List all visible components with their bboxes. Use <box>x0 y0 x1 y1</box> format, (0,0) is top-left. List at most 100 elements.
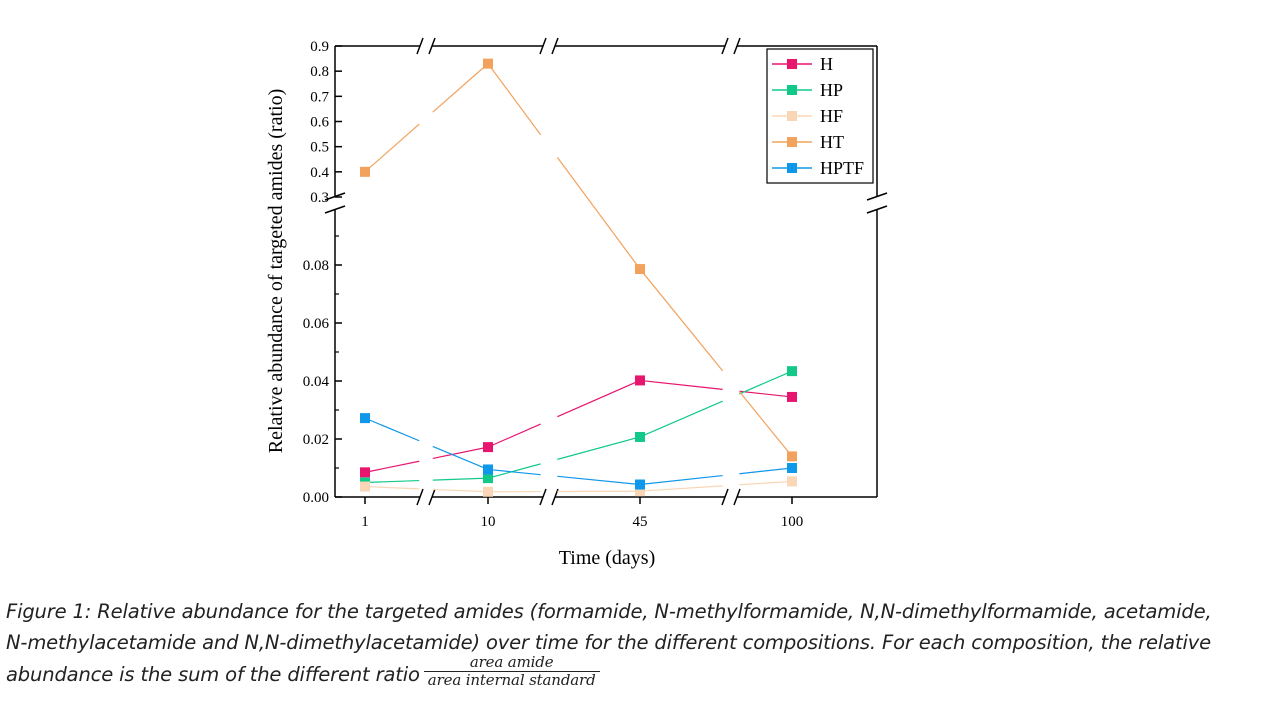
legend-marker <box>787 59 797 69</box>
x-break-mark <box>733 37 741 55</box>
data-point-ht <box>483 58 493 69</box>
data-point-h <box>360 467 370 478</box>
series-line-ht <box>556 157 641 270</box>
legend: H HP HF HT HPTF <box>766 48 874 184</box>
y-break-mark <box>866 192 888 201</box>
x-break-mark <box>733 488 741 506</box>
data-point-hp <box>787 366 797 377</box>
caption-line-3: abundance is the sum of the different ra… <box>6 654 1258 693</box>
series-line-hp <box>639 400 723 438</box>
data-point-h <box>635 375 645 386</box>
series-lines <box>364 63 793 493</box>
data-point-hf <box>787 476 797 487</box>
x-break-mark <box>551 488 559 506</box>
x-break-mark <box>721 37 729 55</box>
x-break-mark <box>428 488 436 506</box>
legend-label: HT <box>820 132 844 152</box>
series-line-hp <box>739 370 793 395</box>
legend-label: HP <box>820 80 843 100</box>
series-line-hf <box>639 485 723 492</box>
series-line-hptf <box>639 474 723 486</box>
series-line-hptf <box>487 468 541 476</box>
data-point-hf <box>360 481 370 492</box>
legend-marker <box>787 137 797 147</box>
y-tick-label: 0.00 <box>303 490 329 506</box>
series-line-ht <box>487 63 542 136</box>
data-point-h <box>787 391 797 402</box>
legend-label: HF <box>820 106 843 126</box>
fraction-denominator: area internal standard <box>427 671 596 689</box>
x-break-mark <box>539 488 547 506</box>
series-line-hp <box>557 436 641 460</box>
series-line-ht <box>639 268 724 372</box>
series-line-ht <box>364 123 420 173</box>
series-line-hptf <box>432 445 489 471</box>
x-break-mark <box>721 488 729 506</box>
series-points <box>360 58 797 497</box>
y-axis-title: Relative abundance of targeted amides (r… <box>265 89 287 453</box>
ratio-fraction: area amide area internal standard <box>423 654 600 689</box>
x-tick-label: 45 <box>633 514 648 530</box>
axes: 0.00 0.02 0.04 0.06 0.08 0.3 0.4 0.5 0.6 0.7 0.8 0.… <box>303 39 804 530</box>
y-tick-label: 0.04 <box>303 374 330 390</box>
data-point-h <box>483 442 493 453</box>
y-tick-label: 0.8 <box>310 64 329 80</box>
x-break-mark <box>539 37 547 55</box>
data-point-hptf <box>635 479 645 490</box>
legend-marker <box>787 111 797 121</box>
x-break-mark <box>428 37 436 55</box>
x-tick-label: 1 <box>361 514 369 530</box>
data-point-hp <box>635 431 645 442</box>
x-break-mark <box>416 488 424 506</box>
fraction-numerator: area amide <box>423 654 600 672</box>
series-line-ht <box>432 63 489 113</box>
y-tick-label: 0.7 <box>310 89 329 105</box>
figure-caption: Figure 1: Relative abundance for the tar… <box>6 596 1258 693</box>
caption-line-3-text: abundance is the sum of the different ra… <box>6 663 420 686</box>
series-line-hptf <box>739 467 793 475</box>
series-line-hp <box>487 463 541 479</box>
x-axis-title: Time (days) <box>559 547 655 569</box>
data-point-hptf <box>483 464 493 475</box>
y-tick-label: 0.08 <box>303 258 329 274</box>
y-tick-label: 0.5 <box>310 140 329 156</box>
data-point-hp <box>483 473 493 484</box>
series-line-h <box>639 379 723 391</box>
data-point-hptf <box>360 413 370 424</box>
y-tick-label: 0.3 <box>310 190 329 206</box>
caption-line-1: Figure 1: Relative abundance for the tar… <box>6 600 1212 623</box>
y-tick-label: 0.6 <box>310 115 329 131</box>
amide-abundance-chart: 0.00 0.02 0.04 0.06 0.08 0.3 0.4 0.5 0.6 0.7 0.8 0.… <box>265 37 888 569</box>
series-line-h <box>739 390 793 398</box>
y-tick-label: 0.02 <box>303 432 329 448</box>
series-line-hptf <box>364 417 420 442</box>
series-line-hptf <box>557 475 641 486</box>
x-tick-label: 10 <box>481 514 496 530</box>
series-line-h <box>557 379 641 418</box>
y-break-mark <box>866 205 888 214</box>
series-line-hp <box>432 477 489 481</box>
caption-line-2: N-methylacetamide and N,N-dimethylacetam… <box>6 631 1211 654</box>
data-point-hptf <box>787 463 797 473</box>
series-line-hf <box>739 480 793 486</box>
legend-marker <box>787 163 797 173</box>
legend-label: H <box>820 54 833 74</box>
data-point-ht <box>787 451 797 462</box>
y-tick-label: 0.4 <box>310 165 329 181</box>
series-line-hp <box>364 479 420 484</box>
data-point-hf <box>483 486 493 497</box>
y-tick-label: 0.06 <box>303 316 330 332</box>
legend-label: HPTF <box>820 158 864 178</box>
x-break-mark <box>551 37 559 55</box>
y-break-mark <box>324 205 346 214</box>
data-point-ht <box>635 264 645 275</box>
y-tick-label: 0.9 <box>310 39 329 55</box>
legend-marker <box>787 85 797 95</box>
series-line-h <box>432 446 489 460</box>
x-break-mark <box>416 37 424 55</box>
data-point-ht <box>360 166 370 177</box>
series-line-h <box>487 423 541 448</box>
series-line-h <box>364 460 420 473</box>
series-line-hf <box>432 488 489 493</box>
series-line-hf <box>364 485 420 490</box>
